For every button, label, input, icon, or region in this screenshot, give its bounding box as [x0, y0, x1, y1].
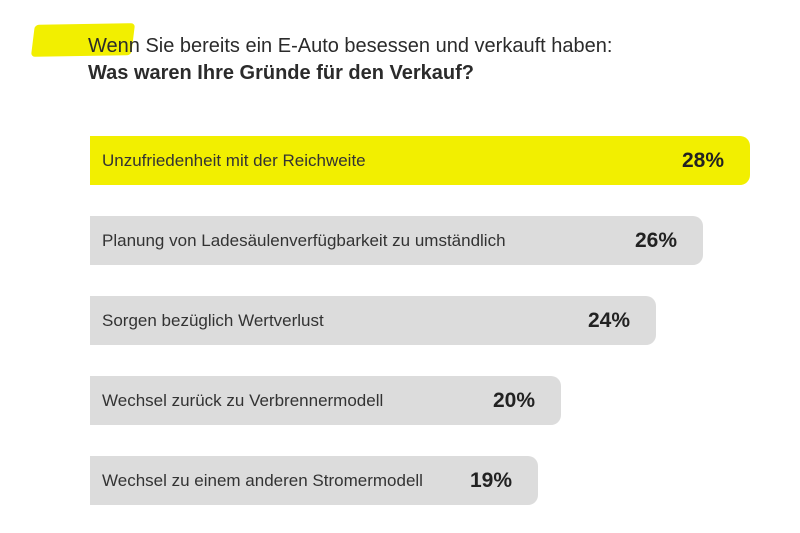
bar-1: Unzufriedenheit mit der Reichweite 28% — [90, 136, 750, 185]
bar-value-label: 28% — [681, 149, 724, 172]
chart-title: Wenn Sie bereits ein E-Auto besessen und… — [88, 35, 613, 57]
bar-label: Wechsel zu einem anderen Stromermodell — [102, 471, 423, 490]
bar-label: Sorgen bezüglich Wertverlust — [102, 311, 324, 330]
chart-subtitle: Was waren Ihre Gründe für den Verkauf? — [88, 62, 475, 84]
bar-3: Sorgen bezüglich Wertverlust 24% — [90, 296, 656, 345]
bar-value-label: 24% — [587, 309, 630, 332]
bar-value-label: 26% — [634, 229, 677, 252]
bar-label: Wechsel zurück zu Verbrennermodell — [102, 391, 384, 410]
bar-value-label: 20% — [492, 389, 535, 412]
bar-5: Wechsel zu einem anderen Stromermodell 19… — [90, 456, 538, 505]
bar-label: Planung von Ladesäulenverfügbarkeit zu u… — [102, 231, 506, 250]
bar-label: Unzufriedenheit mit der Reichweite — [102, 151, 366, 170]
bar-4: Wechsel zurück zu Verbrennermodell 20% — [90, 376, 561, 425]
bar-2: Planung von Ladesäulenverfügbarkeit zu u… — [90, 216, 703, 265]
bar-value-label: 19% — [469, 469, 512, 492]
